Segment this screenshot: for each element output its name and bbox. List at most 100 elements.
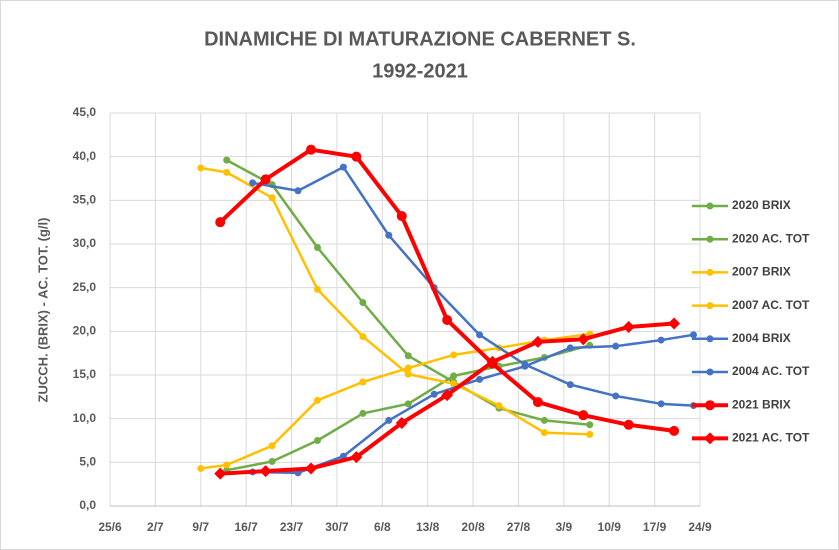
x-tick-label: 2/7 [147,520,164,534]
marker [450,351,458,359]
x-tick-label: 9/7 [192,520,209,534]
y-tick-label: 25,0 [73,280,97,294]
marker [359,409,367,417]
marker [540,429,548,437]
marker [223,168,231,176]
marker [430,390,438,398]
marker [577,333,590,346]
marker [268,442,276,450]
marker [404,352,412,360]
x-tick-label: 16/7 [234,520,258,534]
y-tick-label: 0,0 [79,498,96,512]
x-tick-label: 23/7 [280,520,304,534]
legend-label: 2004 BRIX [732,331,791,345]
marker [657,336,665,344]
marker [313,396,321,404]
chart-subtitle: 1992-2021 [372,60,468,82]
marker [669,425,680,436]
marker [532,397,543,408]
legend-marker [704,432,716,445]
marker [612,342,620,350]
marker [395,417,408,430]
x-tick-label: 27/8 [507,520,531,534]
marker [268,457,276,465]
marker [566,381,574,389]
marker [404,400,412,408]
marker [214,467,227,480]
legend-label: 2021 BRIX [732,397,791,411]
y-axis-label: ZUCCH. (BRIX) - AC. TOT. (g/l) [35,218,50,403]
marker [359,299,367,307]
marker [197,164,205,172]
marker [385,231,393,239]
series-line [200,332,590,470]
marker [223,156,231,164]
marker [612,392,620,400]
legend-label: 2007 AC. TOT [732,298,810,312]
legend-marker [706,202,714,210]
marker [623,419,634,430]
y-tick-label: 10,0 [73,411,97,425]
legend-label: 2004 AC. TOT [732,364,810,378]
marker [249,179,257,187]
marker [359,378,367,386]
legend-label: 2020 AC. TOT [732,231,810,245]
x-tick-label: 30/7 [325,520,349,534]
legend-marker [706,302,714,310]
marker [404,370,412,378]
marker [450,380,458,388]
legend-marker [706,268,714,276]
marker [260,174,271,185]
marker [268,194,276,202]
marker [586,430,594,438]
marker [476,331,484,339]
marker [313,437,321,444]
marker [197,464,205,472]
marker [385,416,393,424]
marker [586,421,594,429]
marker [668,317,681,330]
marker [521,362,529,370]
marker [657,400,665,408]
x-tick-label: 3/9 [556,520,573,534]
legend-marker [706,368,714,376]
marker [442,314,453,325]
x-tick-label: 20/8 [461,520,485,534]
marker [495,402,503,410]
marker [313,243,321,251]
series-line [200,166,590,436]
marker [531,335,544,348]
y-tick-label: 45,0 [73,105,97,119]
y-tick-label: 15,0 [73,367,97,381]
x-tick-label: 24/9 [688,520,712,534]
marker [622,320,635,333]
y-tick-label: 40,0 [73,149,97,163]
y-tick-label: 5,0 [79,455,96,469]
marker [305,144,316,155]
marker [441,389,454,402]
y-tick-label: 35,0 [73,193,97,207]
marker [339,163,347,171]
marker [313,285,321,293]
marker [223,461,231,469]
marker [690,331,698,339]
marker [259,465,272,478]
marker [540,416,548,424]
legend-marker [706,335,714,343]
x-tick-label: 13/8 [416,520,440,534]
marker [359,333,367,341]
marker [476,375,484,383]
marker [350,451,363,464]
y-tick-label: 30,0 [73,236,97,250]
x-tick-label: 25/6 [98,520,122,534]
legend-label: 2007 BRIX [732,265,791,279]
legend-label: 2021 AC. TOT [732,431,810,445]
marker [578,410,589,421]
marker [351,151,362,162]
legend-marker [705,400,715,411]
x-tick-label: 10/9 [598,520,622,534]
legend-marker [706,235,714,243]
marker [486,355,499,368]
